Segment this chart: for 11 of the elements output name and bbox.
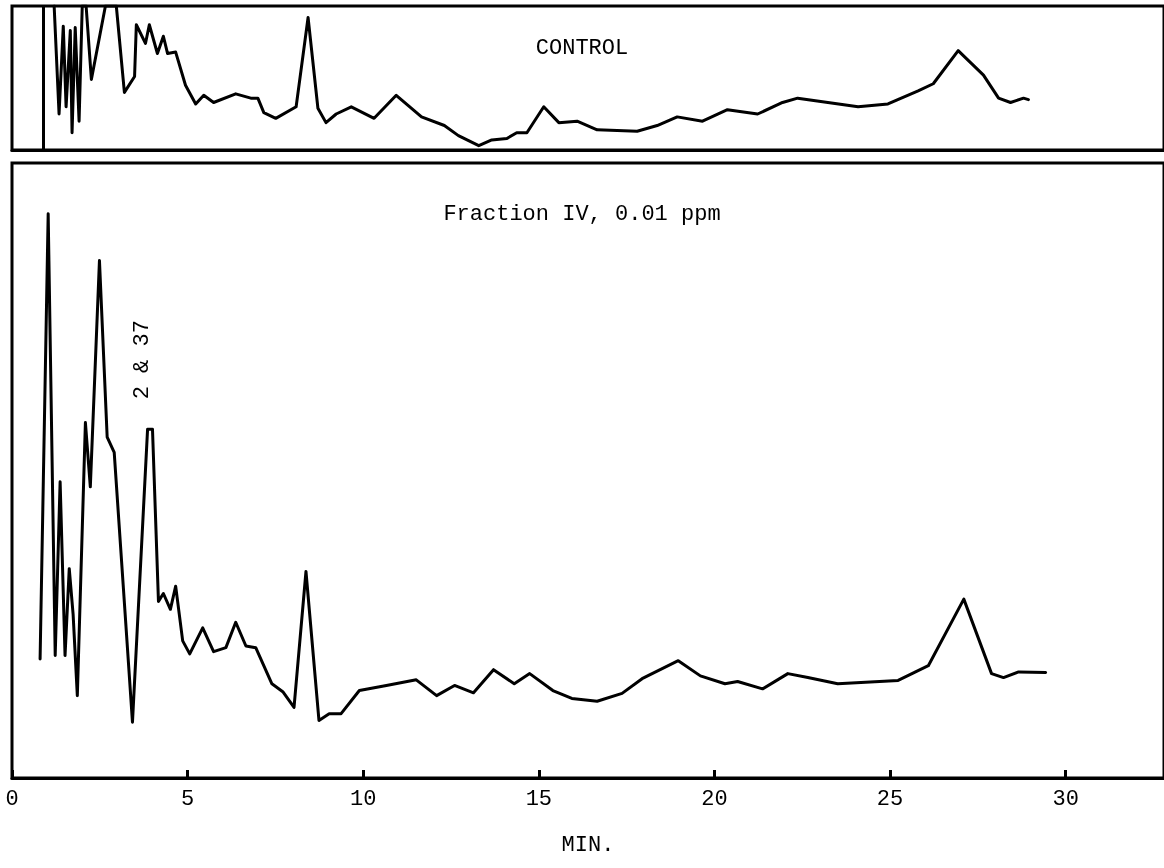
text: CONTROL: [535, 35, 629, 61]
x-axis-title: MIN.: [561, 832, 615, 858]
x-tick-label: 15: [525, 786, 553, 812]
x-tick-label: 25: [876, 786, 904, 812]
chart-title: Fraction IV, 0.01 ppm: [443, 201, 721, 227]
x-tick-label: 0: [5, 786, 19, 812]
annotation: 2 & 37: [129, 320, 155, 400]
x-tick-label: 20: [701, 786, 728, 812]
x-tick-label: 10: [350, 786, 377, 812]
x-tick-label: 5: [181, 786, 195, 812]
x-tick-label: 30: [1052, 786, 1079, 812]
